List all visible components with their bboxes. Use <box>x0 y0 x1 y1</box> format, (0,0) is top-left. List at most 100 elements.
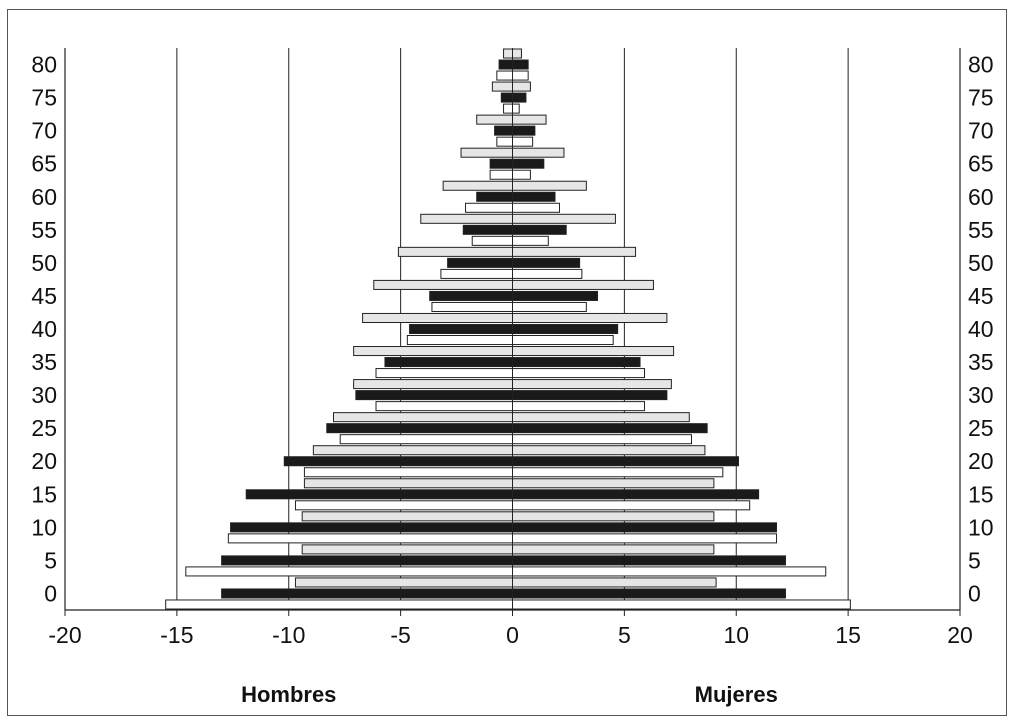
y-tick-label-left: 35 <box>31 349 57 375</box>
bar <box>185 566 513 577</box>
y-tick-label-right: 0 <box>968 580 981 606</box>
y-tick-label-left: 45 <box>31 283 57 309</box>
x-tick-label: 5 <box>618 622 631 648</box>
y-tick-label-right: 80 <box>968 52 994 78</box>
bar <box>512 81 531 92</box>
y-tick-label-right: 75 <box>968 85 994 111</box>
bar <box>512 180 587 191</box>
bar <box>512 434 692 445</box>
y-tick-label-right: 65 <box>968 151 994 177</box>
bar <box>429 290 513 301</box>
bar <box>512 136 534 147</box>
y-tick-label-left: 0 <box>44 580 57 606</box>
bar <box>512 533 778 544</box>
bar <box>512 312 668 323</box>
bar <box>221 588 513 599</box>
bar <box>312 445 513 456</box>
bar <box>512 202 560 213</box>
x-tick-label: 15 <box>835 622 861 648</box>
bar <box>500 92 513 103</box>
bar <box>512 279 654 290</box>
bar <box>355 390 513 401</box>
bar <box>512 500 751 511</box>
bar <box>406 335 513 346</box>
bar <box>512 566 827 577</box>
bar <box>512 599 851 610</box>
bar <box>512 323 619 335</box>
bar <box>512 544 715 555</box>
x-tick-label: 0 <box>506 622 519 648</box>
bar <box>221 555 513 566</box>
chart-frame: -20 -15 -10 -5 0 5 10 15 20 0 0 5 5 10 10 15 15 20 20 25 25 3… <box>7 9 1007 716</box>
y-tick-label-left: 75 <box>31 85 57 111</box>
bar <box>512 213 616 224</box>
bar <box>420 213 514 224</box>
bar <box>460 147 514 158</box>
y-tick-label-left: 30 <box>31 382 57 408</box>
y-tick-label-right: 30 <box>968 382 994 408</box>
bar <box>373 279 513 290</box>
bar <box>512 577 717 588</box>
bar <box>165 599 513 610</box>
bar <box>496 136 513 147</box>
bar <box>431 301 514 312</box>
group-label-left: Hombres <box>241 682 336 707</box>
x-tick-label: -10 <box>272 622 305 648</box>
bar <box>503 48 513 59</box>
bars <box>165 48 851 610</box>
bar <box>303 467 513 478</box>
bar <box>512 224 567 235</box>
bar <box>471 235 514 246</box>
bar <box>353 346 514 357</box>
bar <box>512 191 556 202</box>
bar <box>245 489 514 500</box>
x-tick-label: -5 <box>390 622 410 648</box>
bar <box>301 544 513 555</box>
bar <box>476 191 514 202</box>
bar <box>303 478 513 489</box>
bar <box>512 103 520 114</box>
bar <box>440 268 513 279</box>
y-tick-label-right: 55 <box>968 217 994 243</box>
bar <box>512 522 778 533</box>
bar <box>375 368 514 379</box>
bar <box>476 114 514 125</box>
bar <box>512 456 739 467</box>
bar <box>339 434 513 445</box>
bar <box>512 125 536 136</box>
y-tick-label-left: 15 <box>31 481 57 507</box>
bar <box>512 114 547 125</box>
bar <box>301 511 513 522</box>
bar <box>230 522 513 533</box>
bar <box>512 401 646 412</box>
bar <box>512 70 529 81</box>
y-tick-label-right: 35 <box>968 349 994 375</box>
bar <box>489 158 513 169</box>
bar <box>494 125 514 136</box>
bar <box>409 323 514 335</box>
bar <box>512 301 587 312</box>
bar <box>512 412 690 423</box>
bar <box>512 478 715 489</box>
bar <box>512 467 724 478</box>
bar <box>512 268 583 279</box>
bar <box>512 511 715 522</box>
y-tick-label-right: 20 <box>968 448 994 474</box>
bar <box>353 379 514 390</box>
bar <box>283 456 513 467</box>
bar <box>512 48 522 59</box>
axes <box>64 48 961 616</box>
y-tick-label-right: 60 <box>968 184 994 210</box>
y-tick-label-left: 65 <box>31 151 57 177</box>
bar <box>512 588 786 599</box>
bar <box>512 147 565 158</box>
bar <box>512 235 549 246</box>
bar <box>294 577 513 588</box>
y-tick-label-right: 70 <box>968 118 994 144</box>
y-tick-label-left: 40 <box>31 316 57 342</box>
bar <box>512 368 646 379</box>
y-tick-label-left: 50 <box>31 250 57 276</box>
y-tick-label-right: 45 <box>968 283 994 309</box>
y-tick-label-right: 40 <box>968 316 994 342</box>
